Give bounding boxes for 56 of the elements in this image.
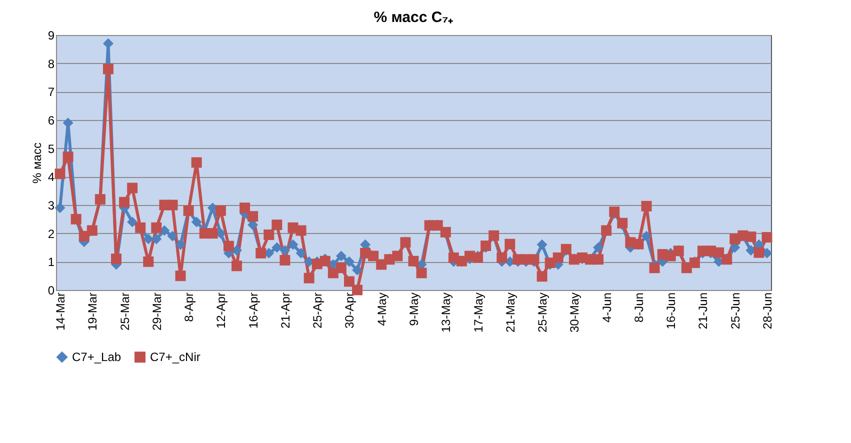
point <box>536 239 548 250</box>
point <box>593 242 604 253</box>
point <box>191 216 202 228</box>
x-tick-label: 21-Apr <box>278 292 292 329</box>
y-tick-label: 7 <box>48 85 55 100</box>
x-tick-label: 25-Apr <box>310 292 325 329</box>
x-tick-label: 4-May <box>374 292 389 326</box>
x-tick-label: 21-May <box>503 292 518 333</box>
point <box>344 256 354 267</box>
y-axis-title: % масс <box>30 142 44 184</box>
point <box>143 234 154 244</box>
point <box>288 239 298 250</box>
x-tick-label: 13-May <box>439 292 454 333</box>
point <box>127 216 138 228</box>
x-tick-label: 12-Apr <box>214 292 228 329</box>
x-tick-label: 25-Jun <box>728 292 742 330</box>
point <box>280 245 290 256</box>
x-tick-label: 25-Mar <box>118 292 132 331</box>
point <box>102 38 114 49</box>
point <box>296 248 306 258</box>
x-tick-label: 16-Apr <box>246 292 260 329</box>
point <box>54 202 66 214</box>
y-tick-label: 3 <box>48 198 55 212</box>
x-tick-label: 30-Apr <box>342 292 357 329</box>
x-tick-label: 8-Jun <box>632 292 646 323</box>
x-tick-label: 28-Jun <box>760 292 774 330</box>
point <box>336 250 346 262</box>
y-tick-label: 5 <box>48 142 55 156</box>
point <box>272 242 282 253</box>
y-tick-label: 6 <box>48 114 55 128</box>
y-tick-label: 0 <box>48 284 55 298</box>
x-tick-label: 25-May <box>536 292 550 333</box>
x-tick-label: 19-Mar <box>86 292 100 331</box>
y-tick-label: 8 <box>48 56 55 71</box>
point <box>352 264 363 276</box>
point <box>151 234 162 244</box>
y-tick-label: 1 <box>48 255 55 270</box>
point <box>641 230 652 242</box>
y-tick-label: 4 <box>48 170 55 184</box>
point <box>175 239 186 250</box>
x-tick-label: 16-Jun <box>664 292 678 330</box>
y-tick-label: 2 <box>48 226 55 241</box>
x-tick-label: 30-May <box>568 292 582 333</box>
chart-title: % масс C₇₊ <box>374 9 454 26</box>
x-tick-label: 29-Mar <box>150 292 164 331</box>
x-tick-label: 14-Mar <box>54 292 68 331</box>
x-tick-label: 21-Jun <box>696 292 710 330</box>
legend-label: C7+_cNir <box>150 350 200 364</box>
x-tick-label: 9-May <box>407 292 421 326</box>
point <box>232 245 242 256</box>
x-tick-label: 17-May <box>471 292 486 333</box>
x-tick-label: 8-Apr <box>182 292 196 322</box>
legend-label: C7+_Lab <box>72 350 122 364</box>
y-tick-label: 9 <box>48 28 55 42</box>
point <box>167 230 178 242</box>
x-tick-label: 4-Jun <box>600 292 614 323</box>
